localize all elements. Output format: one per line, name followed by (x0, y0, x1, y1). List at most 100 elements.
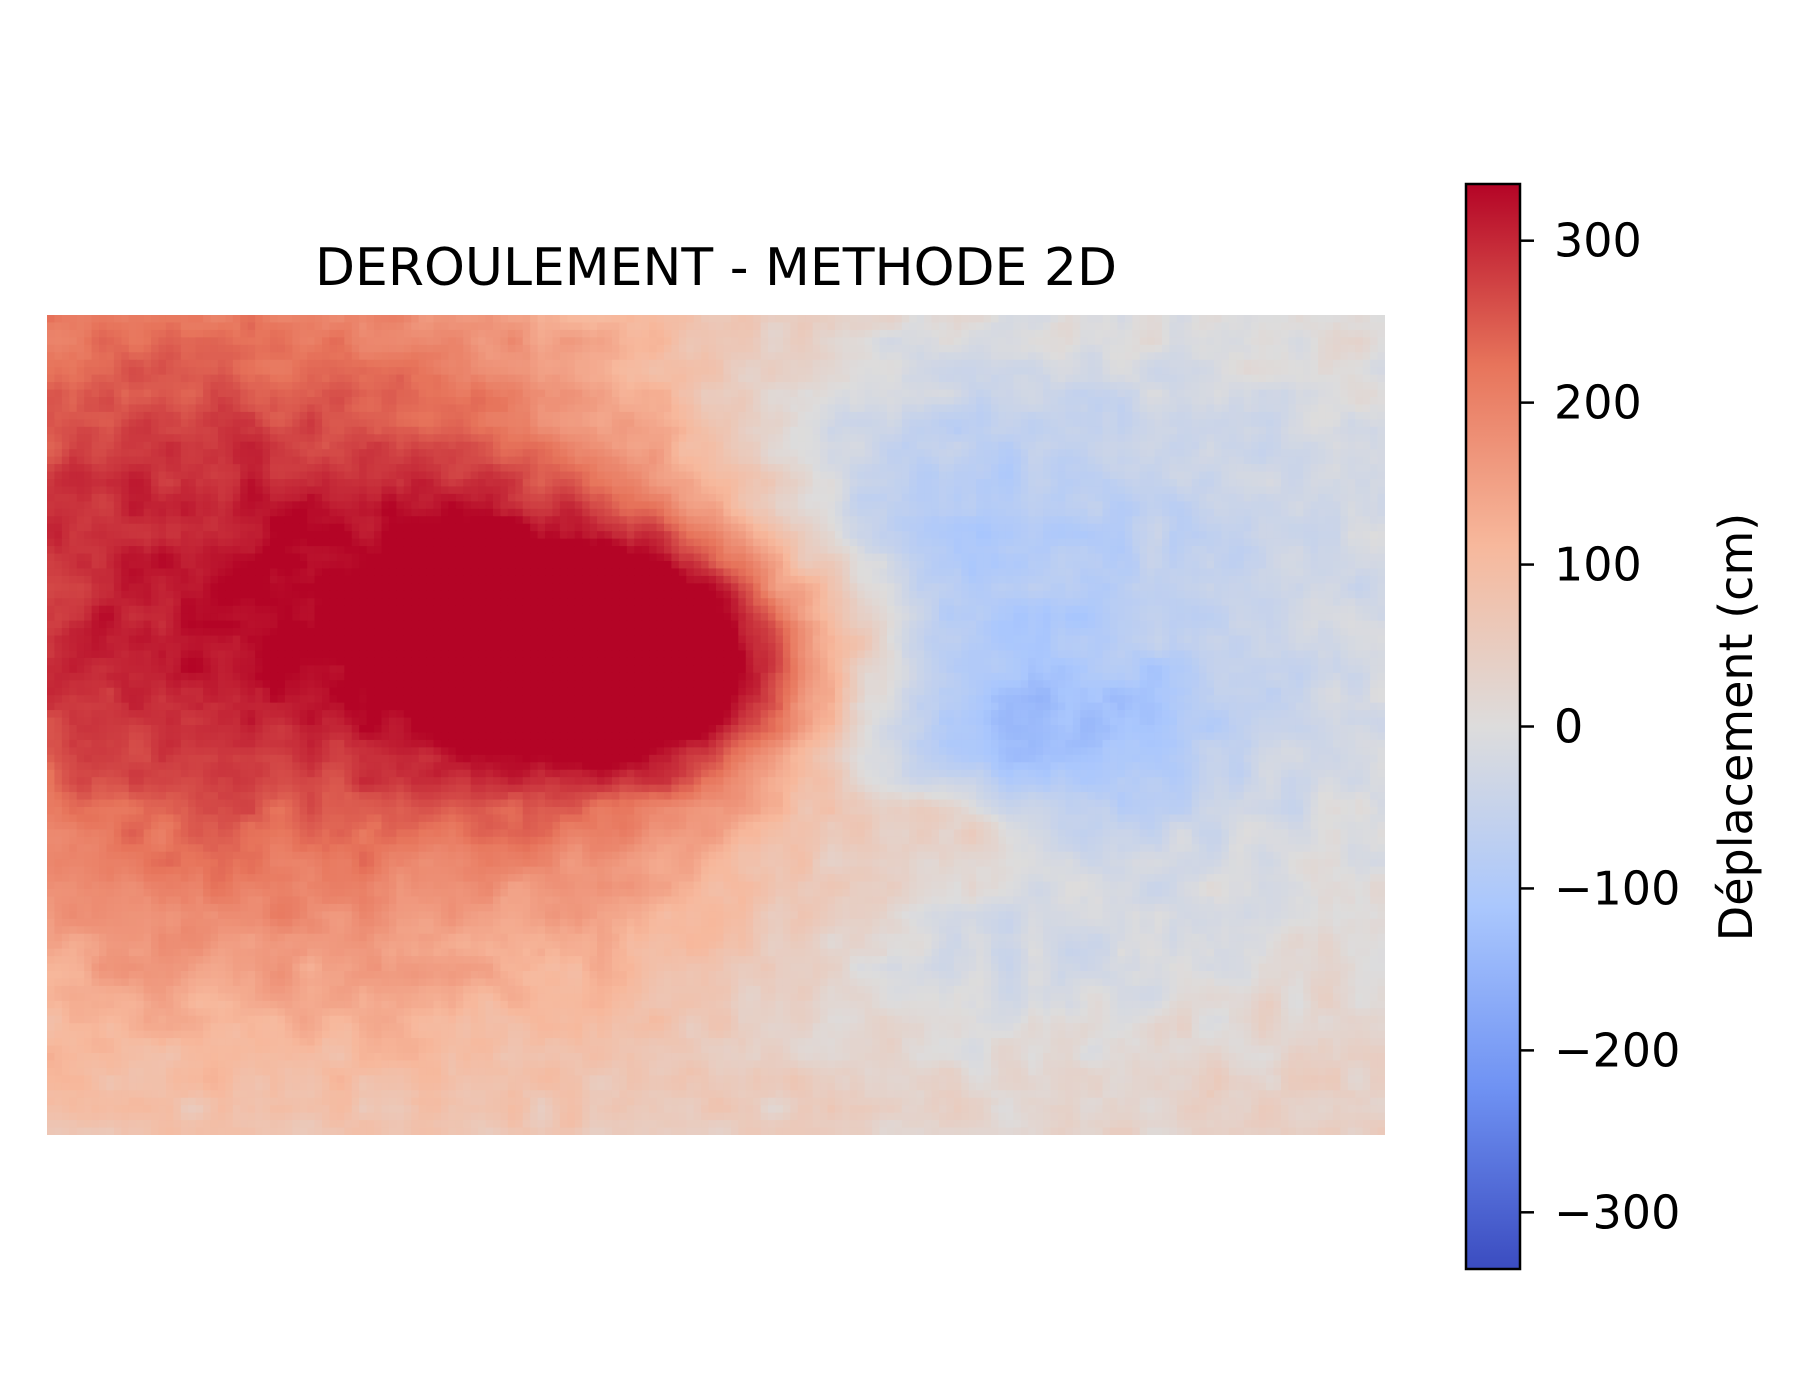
heatmap-cell (113, 501, 122, 510)
heatmap-cell (478, 434, 487, 443)
heatmap-cell (314, 493, 323, 502)
heatmap-cell (225, 367, 234, 376)
heatmap-cell (240, 493, 249, 502)
heatmap-cell (485, 411, 494, 420)
heatmap-cell (1147, 449, 1156, 458)
heatmap-cell (381, 382, 390, 391)
heatmap-cell (879, 337, 888, 346)
heatmap-cell (1020, 352, 1029, 361)
heatmap-cell (1102, 382, 1111, 391)
heatmap-cell (322, 456, 331, 465)
heatmap-cell (671, 389, 680, 398)
heatmap-cell (1028, 404, 1037, 413)
heatmap-cell (351, 508, 360, 517)
heatmap-cell (1057, 434, 1066, 443)
heatmap-cell (1057, 441, 1066, 450)
heatmap-cell (411, 382, 420, 391)
heatmap-cell (344, 419, 353, 428)
heatmap-cell (723, 382, 732, 391)
heatmap-cell (820, 352, 829, 361)
heatmap-cell (240, 426, 249, 435)
heatmap-cell (1191, 426, 1200, 435)
heatmap-cell (1243, 449, 1252, 458)
heatmap-cell (909, 397, 918, 406)
heatmap-cell (1102, 479, 1111, 488)
heatmap-cell (924, 344, 933, 353)
heatmap-cell (924, 367, 933, 376)
heatmap-cell (247, 315, 256, 324)
heatmap-cell (151, 397, 160, 406)
heatmap-cell (91, 404, 100, 413)
heatmap-cell (1102, 315, 1111, 324)
heatmap-cell (626, 397, 635, 406)
heatmap-cell (678, 411, 687, 420)
heatmap-cell (1280, 404, 1289, 413)
heatmap-cell (1303, 315, 1312, 324)
heatmap-cell (210, 419, 219, 428)
heatmap-cell (411, 344, 420, 353)
heatmap-cell (1043, 374, 1052, 383)
heatmap-cell (463, 516, 472, 525)
heatmap-cell (61, 367, 70, 376)
heatmap-cell (1214, 501, 1223, 510)
heatmap-cell (463, 508, 472, 517)
heatmap-cell (351, 426, 360, 435)
heatmap-cell (656, 449, 665, 458)
heatmap-cell (366, 404, 375, 413)
heatmap-cell (611, 397, 620, 406)
heatmap-cell (730, 374, 739, 383)
heatmap-cell (567, 382, 576, 391)
heatmap-cell (834, 382, 843, 391)
heatmap-cell (1332, 479, 1341, 488)
heatmap-cell (1214, 397, 1223, 406)
heatmap-cell (61, 404, 70, 413)
heatmap-cell (998, 464, 1007, 473)
heatmap-cell (939, 367, 948, 376)
heatmap-cell (351, 456, 360, 465)
heatmap-cell (344, 374, 353, 383)
heatmap-cell (173, 352, 182, 361)
heatmap-cell (522, 322, 531, 331)
heatmap-cell (641, 397, 650, 406)
heatmap-cell (991, 352, 1000, 361)
heatmap-cell (336, 464, 345, 473)
heatmap-cell (1154, 329, 1163, 338)
heatmap-cell (730, 486, 739, 495)
heatmap-cell (1080, 493, 1089, 502)
heatmap-cell (247, 464, 256, 473)
heatmap-cell (1072, 501, 1081, 510)
heatmap-cell (656, 434, 665, 443)
heatmap-cell (894, 389, 903, 398)
heatmap-cell (678, 382, 687, 391)
heatmap-cell (849, 411, 858, 420)
heatmap-cell (1199, 322, 1208, 331)
heatmap-cell (1377, 352, 1385, 361)
heatmap-cell (559, 389, 568, 398)
heatmap-cell (47, 419, 56, 428)
heatmap-cell (827, 322, 836, 331)
heatmap-cell (597, 411, 606, 420)
heatmap-cell (1340, 359, 1349, 368)
heatmap-cell (299, 389, 308, 398)
heatmap-cell (1072, 441, 1081, 450)
heatmap-cell (232, 397, 241, 406)
heatmap-cell (1251, 486, 1260, 495)
heatmap-cell (448, 493, 457, 502)
heatmap-cell (864, 344, 873, 353)
heatmap-cell (84, 471, 93, 480)
heatmap-cell (217, 359, 226, 368)
heatmap-cell (723, 464, 732, 473)
heatmap-cell (270, 397, 279, 406)
heatmap-cell (1087, 315, 1096, 324)
heatmap-cell (463, 419, 472, 428)
heatmap-cell (545, 456, 554, 465)
heatmap-cell (1162, 352, 1171, 361)
heatmap-cell (1206, 404, 1215, 413)
heatmap-cell (1191, 352, 1200, 361)
heatmap-cell (448, 456, 457, 465)
heatmap-cell (515, 397, 524, 406)
heatmap-cell (1280, 479, 1289, 488)
heatmap-cell (723, 456, 732, 465)
heatmap-cell (99, 352, 108, 361)
heatmap-cell (983, 516, 992, 525)
